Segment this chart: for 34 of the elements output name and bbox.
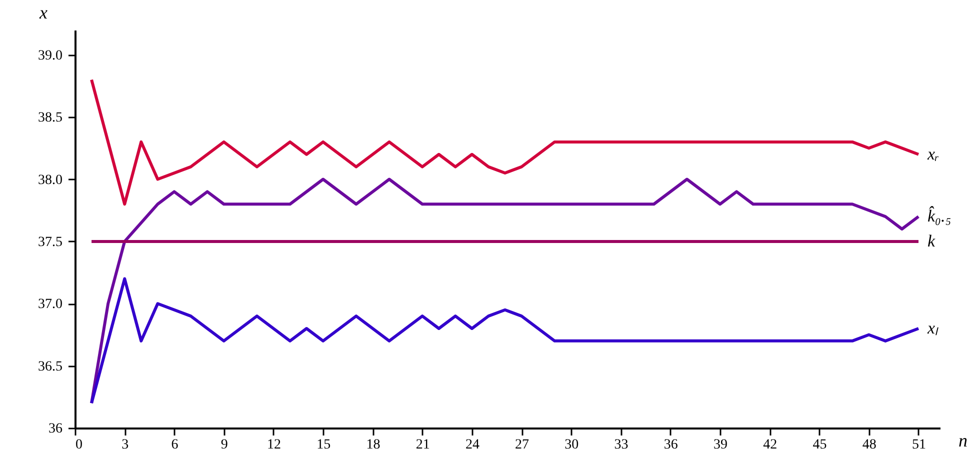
x-tick-label: 6: [171, 438, 178, 452]
y-tick-label: 39.0: [38, 48, 62, 64]
x-tick-label: 33: [614, 438, 628, 452]
x-tick-label: 39: [714, 438, 728, 452]
y-tick-label: 36: [48, 422, 62, 436]
x-axis-title: n: [958, 430, 968, 450]
line-series: [90, 78, 920, 206]
x-tick-label: 36: [664, 438, 678, 452]
x-tick-label: 30: [564, 438, 579, 452]
y-tick-label: 36.5: [38, 359, 62, 374]
x-tick-label: 48: [862, 438, 876, 452]
line-series: [90, 178, 920, 405]
x-tick-label: 12: [266, 438, 281, 452]
y-tick-label: 38.0: [38, 172, 62, 188]
line-series: [90, 277, 920, 405]
x-tick-label: 0: [76, 438, 82, 452]
x-tick-label: 21: [416, 438, 430, 452]
y-tick-label: 37.5: [38, 234, 62, 250]
x-tick-label: 18: [366, 438, 380, 452]
series-label: xᵣ: [926, 144, 940, 164]
x-tick-label: 42: [763, 438, 778, 452]
x-tick-label: 24: [465, 438, 480, 452]
y-tick-label: 38.5: [38, 110, 62, 126]
series-label: xₗ: [926, 318, 940, 338]
x-tick-label: 15: [316, 438, 331, 452]
x-tick-label: 45: [812, 438, 827, 452]
x-tick-label: 3: [122, 438, 129, 452]
y-tick-label: 37.0: [38, 297, 62, 312]
x-tick-label: 9: [220, 438, 228, 452]
y-axis-title: x: [38, 2, 48, 22]
x-tick-label: 51: [912, 438, 926, 452]
series-label: k: [928, 231, 936, 250]
x-tick-label: 27: [515, 438, 530, 452]
series-label: k̂₀.₅: [928, 206, 952, 226]
